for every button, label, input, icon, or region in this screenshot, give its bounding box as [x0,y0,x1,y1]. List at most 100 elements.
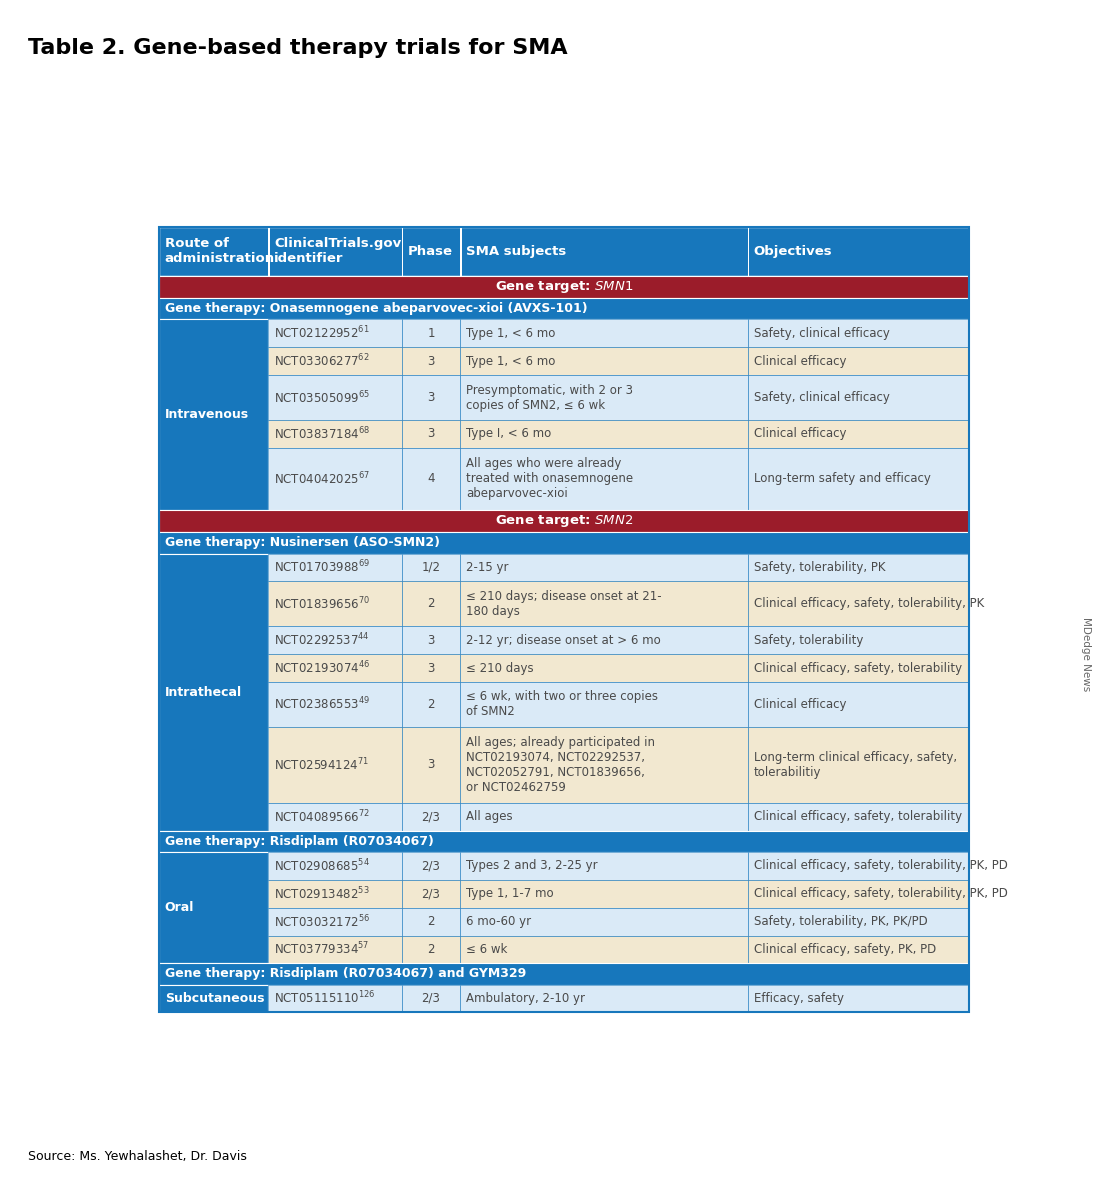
Text: 4: 4 [427,472,434,485]
Bar [402,726,460,803]
Text: Efficacy, safety: Efficacy, safety [754,992,844,1005]
Text: Long-term safety and efficacy: Long-term safety and efficacy [754,472,931,485]
Bar [158,831,969,851]
Bar [158,984,268,1012]
Bar [748,803,969,831]
Bar [268,654,402,682]
Text: Gene therapy: Nusinersen (ASO-SMN2): Gene therapy: Nusinersen (ASO-SMN2) [165,536,440,549]
Bar [158,320,268,510]
Text: 1/2: 1/2 [421,561,440,574]
Bar [268,581,402,627]
Text: Phase: Phase [408,245,453,258]
Bar [748,420,969,448]
Text: NCT04089566$^{72}$: NCT04089566$^{72}$ [274,809,370,825]
Bar [460,726,748,803]
Bar [748,907,969,936]
Bar [268,554,402,581]
Text: 3: 3 [427,634,434,647]
Bar [748,554,969,581]
Bar [748,448,969,510]
Bar [748,984,969,1012]
Bar [460,851,748,880]
Text: ≤ 210 days; disease onset at 21-
180 days: ≤ 210 days; disease onset at 21- 180 day… [466,590,662,618]
Bar [402,347,460,376]
Text: NCT03505099$^{65}$: NCT03505099$^{65}$ [274,389,370,405]
Text: NCT03306277$^{62}$: NCT03306277$^{62}$ [274,353,370,370]
Bar [268,627,402,654]
Bar [460,627,748,654]
Bar [460,803,748,831]
Text: 2-12 yr; disease onset at > 6 mo: 2-12 yr; disease onset at > 6 mo [466,634,661,647]
Bar [402,627,460,654]
Text: NCT02908685$^{54}$: NCT02908685$^{54}$ [274,857,370,874]
Text: All ages; already participated in
NCT02193074, NCT02292537,
NCT02052791, NCT0183: All ages; already participated in NCT021… [466,736,656,794]
Bar [158,554,268,831]
Bar [748,376,969,420]
Text: Clinical efficacy, safety, tolerability, PK, PD: Clinical efficacy, safety, tolerability,… [754,887,1008,900]
Text: Safety, tolerability: Safety, tolerability [754,634,862,647]
Text: NCT02193074$^{46}$: NCT02193074$^{46}$ [274,660,371,677]
Text: 3: 3 [427,354,434,367]
Bar [268,347,402,376]
Text: 2/3: 2/3 [421,887,440,900]
Bar [402,654,460,682]
Bar [748,227,749,276]
Bar [402,907,460,936]
Bar [402,554,460,581]
Bar [268,320,402,347]
Bar [460,420,748,448]
Text: Gene therapy: Onasemnogene abeparvovec-xioi (AVXS-101): Gene therapy: Onasemnogene abeparvovec-x… [165,302,587,315]
Text: NCT04042025$^{67}$: NCT04042025$^{67}$ [274,471,370,487]
Text: Gene therapy: Risdiplam (R07034067): Gene therapy: Risdiplam (R07034067) [165,835,433,848]
Text: NCT01703988$^{69}$: NCT01703988$^{69}$ [274,559,370,575]
Text: 2/3: 2/3 [421,992,440,1005]
Text: NCT03779334$^{57}$: NCT03779334$^{57}$ [274,942,370,958]
Bar [402,851,460,880]
Text: Presymptomatic, with 2 or 3
copies of SMN2, ≤ 6 wk: Presymptomatic, with 2 or 3 copies of SM… [466,384,634,411]
Bar [268,936,402,963]
Text: NCT05115110$^{126}$: NCT05115110$^{126}$ [274,990,375,1007]
Bar [158,298,969,320]
Text: ≤ 6 wk: ≤ 6 wk [466,943,507,956]
Bar [460,936,748,963]
Bar [268,984,402,1012]
Bar [402,376,460,420]
Text: Table 2. Gene-based therapy trials for SMA: Table 2. Gene-based therapy trials for S… [28,38,568,58]
Text: Clinical efficacy, safety, PK, PD: Clinical efficacy, safety, PK, PD [754,943,936,956]
Bar [158,227,969,276]
Bar [402,227,404,276]
Text: All ages who were already
treated with onasemnogene
abeparvovec-xioi: All ages who were already treated with o… [466,458,634,501]
Bar [460,320,748,347]
Text: 2/3: 2/3 [421,810,440,823]
Text: Clinical efficacy: Clinical efficacy [754,428,846,440]
Bar [748,627,969,654]
Text: SMA subjects: SMA subjects [466,245,566,258]
Text: 3: 3 [427,428,434,440]
Text: Intravenous: Intravenous [165,408,249,421]
Text: Type 1, < 6 mo: Type 1, < 6 mo [466,354,556,367]
Text: 2: 2 [427,943,434,956]
Text: 3: 3 [427,661,434,674]
Bar [268,803,402,831]
Text: NCT01839656$^{70}$: NCT01839656$^{70}$ [274,596,370,612]
Text: NCT03032172$^{56}$: NCT03032172$^{56}$ [274,913,371,930]
Bar [268,880,402,907]
Bar [158,227,969,1012]
Text: NCT03837184$^{68}$: NCT03837184$^{68}$ [274,426,370,442]
Bar [402,420,460,448]
Bar [460,347,748,376]
Text: Gene target: $\it{SMN2}$: Gene target: $\it{SMN2}$ [495,512,632,529]
Bar [460,880,748,907]
Bar [268,682,402,726]
Bar [402,448,460,510]
Bar [460,907,748,936]
Text: Safety, clinical efficacy: Safety, clinical efficacy [754,391,890,404]
Bar [158,276,969,298]
Text: Source: Ms. Yewhalashet, Dr. Davis: Source: Ms. Yewhalashet, Dr. Davis [28,1150,246,1163]
Text: Long-term clinical efficacy, safety,
tolerabilitiy: Long-term clinical efficacy, safety, tol… [754,750,957,779]
Bar [268,376,402,420]
Bar [748,320,969,347]
Bar [748,654,969,682]
Text: Clinical efficacy: Clinical efficacy [754,354,846,367]
Text: ≤ 6 wk, with two or three copies
of SMN2: ≤ 6 wk, with two or three copies of SMN2 [466,691,658,718]
